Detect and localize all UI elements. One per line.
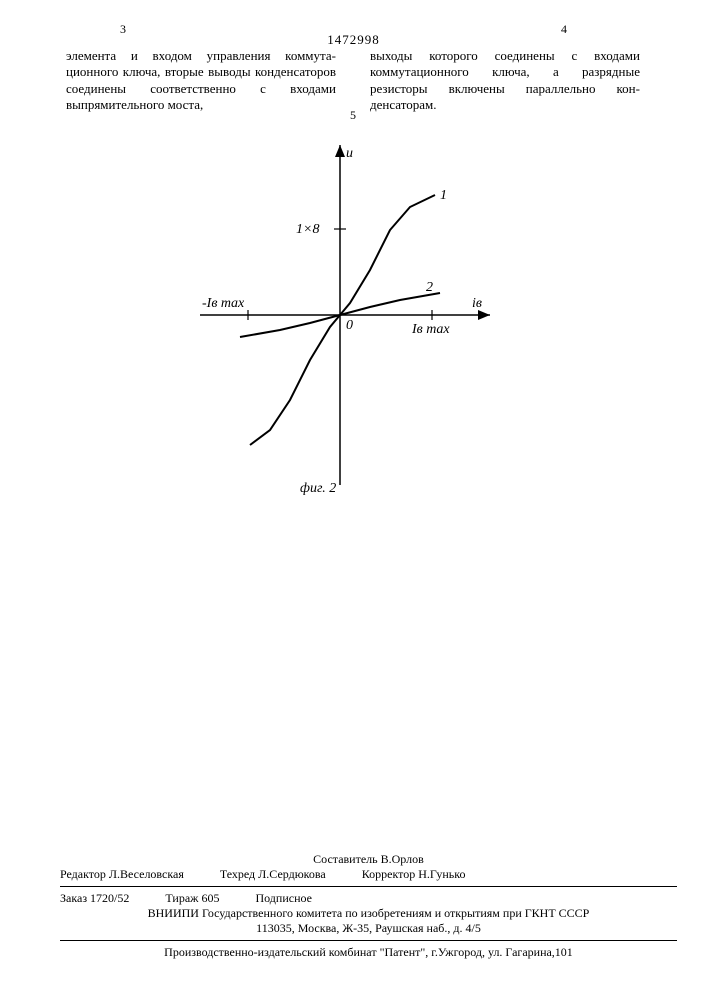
svg-text:iв: iв bbox=[472, 296, 482, 311]
org-name: ВНИИПИ Государственного комитета по изоб… bbox=[60, 906, 677, 921]
document-id: 1472998 bbox=[327, 32, 380, 48]
margin-number: 5 bbox=[350, 108, 356, 123]
production-address: Производственно-издательский комбинат "П… bbox=[60, 945, 677, 960]
svg-text:u: u bbox=[346, 146, 353, 161]
svg-text:1×8: 1×8 bbox=[296, 222, 319, 237]
right-column-text: выходы которого соединены с входами комм… bbox=[370, 48, 640, 113]
svg-text:0: 0 bbox=[346, 318, 353, 333]
svg-text:Iв max: Iв max bbox=[411, 322, 450, 337]
page-number-left: 3 bbox=[120, 22, 126, 37]
order-number: Заказ 1720/52 bbox=[60, 891, 129, 906]
svg-text:1: 1 bbox=[440, 188, 447, 203]
left-column-text: элемента и входом управления коммута­цио… bbox=[66, 48, 336, 113]
figure-2: u iв 1×8 Iв max -Iв max 0 1 2 bbox=[140, 135, 560, 535]
org-address: 113035, Москва, Ж-35, Раушская наб., д. … bbox=[60, 921, 677, 936]
page-number-right: 4 bbox=[561, 22, 567, 37]
tirage-number: Тираж 605 bbox=[165, 891, 219, 906]
compiler-line: Составитель В.Орлов bbox=[60, 852, 677, 867]
footer-block: Составитель В.Орлов Редактор Л.Веселовск… bbox=[60, 852, 677, 960]
figure-caption: фиг. 2 bbox=[300, 480, 336, 498]
svg-text:2: 2 bbox=[426, 280, 433, 295]
techred-name: Техред Л.Сердюкова bbox=[220, 867, 326, 882]
svg-text:-Iв max: -Iв max bbox=[202, 296, 245, 311]
editor-name: Редактор Л.Веселовская bbox=[60, 867, 184, 882]
subscription-label: Подписное bbox=[255, 891, 312, 906]
corrector-name: Корректор Н.Гунько bbox=[362, 867, 466, 882]
